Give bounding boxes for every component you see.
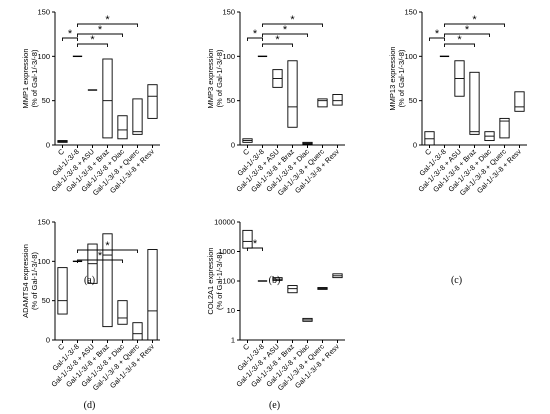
significance-bracket xyxy=(247,37,263,41)
y-axis-label: (% of Gal-1/-3/-8) xyxy=(30,49,39,107)
box xyxy=(117,300,128,325)
significance-bracket xyxy=(429,37,445,41)
significance-label: * xyxy=(68,28,73,40)
y-tick-label: 100 xyxy=(37,52,50,61)
panel-a: 0 50 100 150 MMP1 expression (% of Gal-1/-3/-… xyxy=(21,8,160,286)
y-tick-label: 0 xyxy=(231,141,235,150)
panel-d: 0 50 100 150 ADAMTS4 expression (% of Gal-1/-… xyxy=(21,218,160,411)
significance-label: * xyxy=(98,24,103,36)
significance-label: * xyxy=(98,250,103,262)
y-tick-label: 150 xyxy=(37,8,50,17)
significance-bracket xyxy=(444,33,490,37)
significance-bracket xyxy=(77,43,108,47)
box xyxy=(242,229,253,249)
significance-bracket xyxy=(247,247,263,251)
y-tick-label: 150 xyxy=(404,8,417,17)
y-tick-label: 100 xyxy=(404,52,417,61)
x-tick-label: C xyxy=(423,147,433,157)
box xyxy=(147,84,158,119)
panel-b: 0 50 100 150 MMP3 expression (% of Gal-1/-3/-… xyxy=(206,8,345,286)
y-tick-label: 150 xyxy=(222,8,235,17)
x-tick-label: C xyxy=(241,342,251,352)
y-tick-label: 100 xyxy=(222,52,235,61)
significance-bracket xyxy=(444,23,505,27)
significance-label: * xyxy=(290,14,295,26)
significance-label: * xyxy=(105,240,110,252)
x-tick-label: C xyxy=(56,147,66,157)
significance-label: * xyxy=(90,34,95,46)
significance-label: * xyxy=(465,24,470,36)
box xyxy=(102,58,113,139)
y-tick-label: 0 xyxy=(46,141,50,150)
y-axis-label: (% of Gal-1/-3/-8) xyxy=(215,252,224,310)
y-axis-label: (% of Gal-1/-3/-8) xyxy=(215,49,224,107)
box xyxy=(287,60,298,128)
y-tick-label: 1 xyxy=(231,336,235,345)
significance-bracket xyxy=(77,33,123,37)
significance-label: * xyxy=(253,28,258,40)
panel-label: (d) xyxy=(84,400,96,411)
box xyxy=(102,233,113,328)
y-tick-label: 100 xyxy=(37,257,50,266)
box xyxy=(469,71,480,135)
panel-label: (a) xyxy=(84,275,95,286)
panel-c: 0 50 100 150 MMP13 expression (% of Gal-1/-3/… xyxy=(388,8,527,286)
y-axis-label: (% of Gal-1/-3/-8) xyxy=(30,252,39,310)
y-axis-label: (% of Gal-1/-3/-8) xyxy=(397,49,406,107)
y-tick-label: 100 xyxy=(222,277,235,286)
y-tick-label: 50 xyxy=(42,96,50,105)
significance-bracket xyxy=(444,43,475,47)
panel-label: (c) xyxy=(451,275,462,286)
box xyxy=(332,94,343,106)
significance-bracket xyxy=(262,33,308,37)
x-tick-label: C xyxy=(56,342,66,352)
y-axis-label: ADAMTS4 expression xyxy=(21,244,30,318)
box xyxy=(147,249,158,341)
y-axis-label: MMP13 expression xyxy=(388,46,397,110)
y-axis-label: COL2A1 expression xyxy=(206,247,215,314)
y-tick-label: 50 xyxy=(227,96,235,105)
significance-bracket xyxy=(77,23,138,27)
significance-bracket xyxy=(262,43,293,47)
y-tick-label: 50 xyxy=(42,296,50,305)
y-tick-label: 50 xyxy=(409,96,417,105)
significance-label: * xyxy=(472,14,477,26)
box xyxy=(514,91,525,112)
x-tick-label: C xyxy=(241,147,251,157)
y-tick-label: 0 xyxy=(413,141,417,150)
y-tick-label: 1000 xyxy=(218,247,235,256)
significance-label: * xyxy=(275,34,280,46)
y-tick-label: 10 xyxy=(227,306,235,315)
significance-bracket xyxy=(262,23,323,27)
significance-label: * xyxy=(283,24,288,36)
box xyxy=(499,117,510,139)
significance-label: * xyxy=(105,14,110,26)
y-tick-label: 150 xyxy=(37,218,50,227)
significance-label: * xyxy=(457,34,462,46)
box xyxy=(287,285,298,294)
y-tick-label: 10000 xyxy=(214,218,235,227)
significance-bracket xyxy=(77,259,123,263)
significance-label: * xyxy=(253,238,258,250)
box xyxy=(132,98,143,135)
box xyxy=(132,322,143,341)
significance-bracket xyxy=(77,249,138,253)
box xyxy=(57,267,68,315)
significance-bracket xyxy=(62,37,78,41)
panel-e: 1 10 100 1000 10000 COL2A1 expression (% of Ga… xyxy=(206,218,345,411)
box xyxy=(317,98,328,108)
panel-label: (e) xyxy=(269,400,280,411)
y-axis-label: MMP3 expression xyxy=(206,48,215,108)
y-tick-label: 0 xyxy=(46,336,50,345)
significance-label: * xyxy=(435,28,440,40)
y-axis-label: MMP1 expression xyxy=(21,48,30,108)
box xyxy=(117,115,128,140)
